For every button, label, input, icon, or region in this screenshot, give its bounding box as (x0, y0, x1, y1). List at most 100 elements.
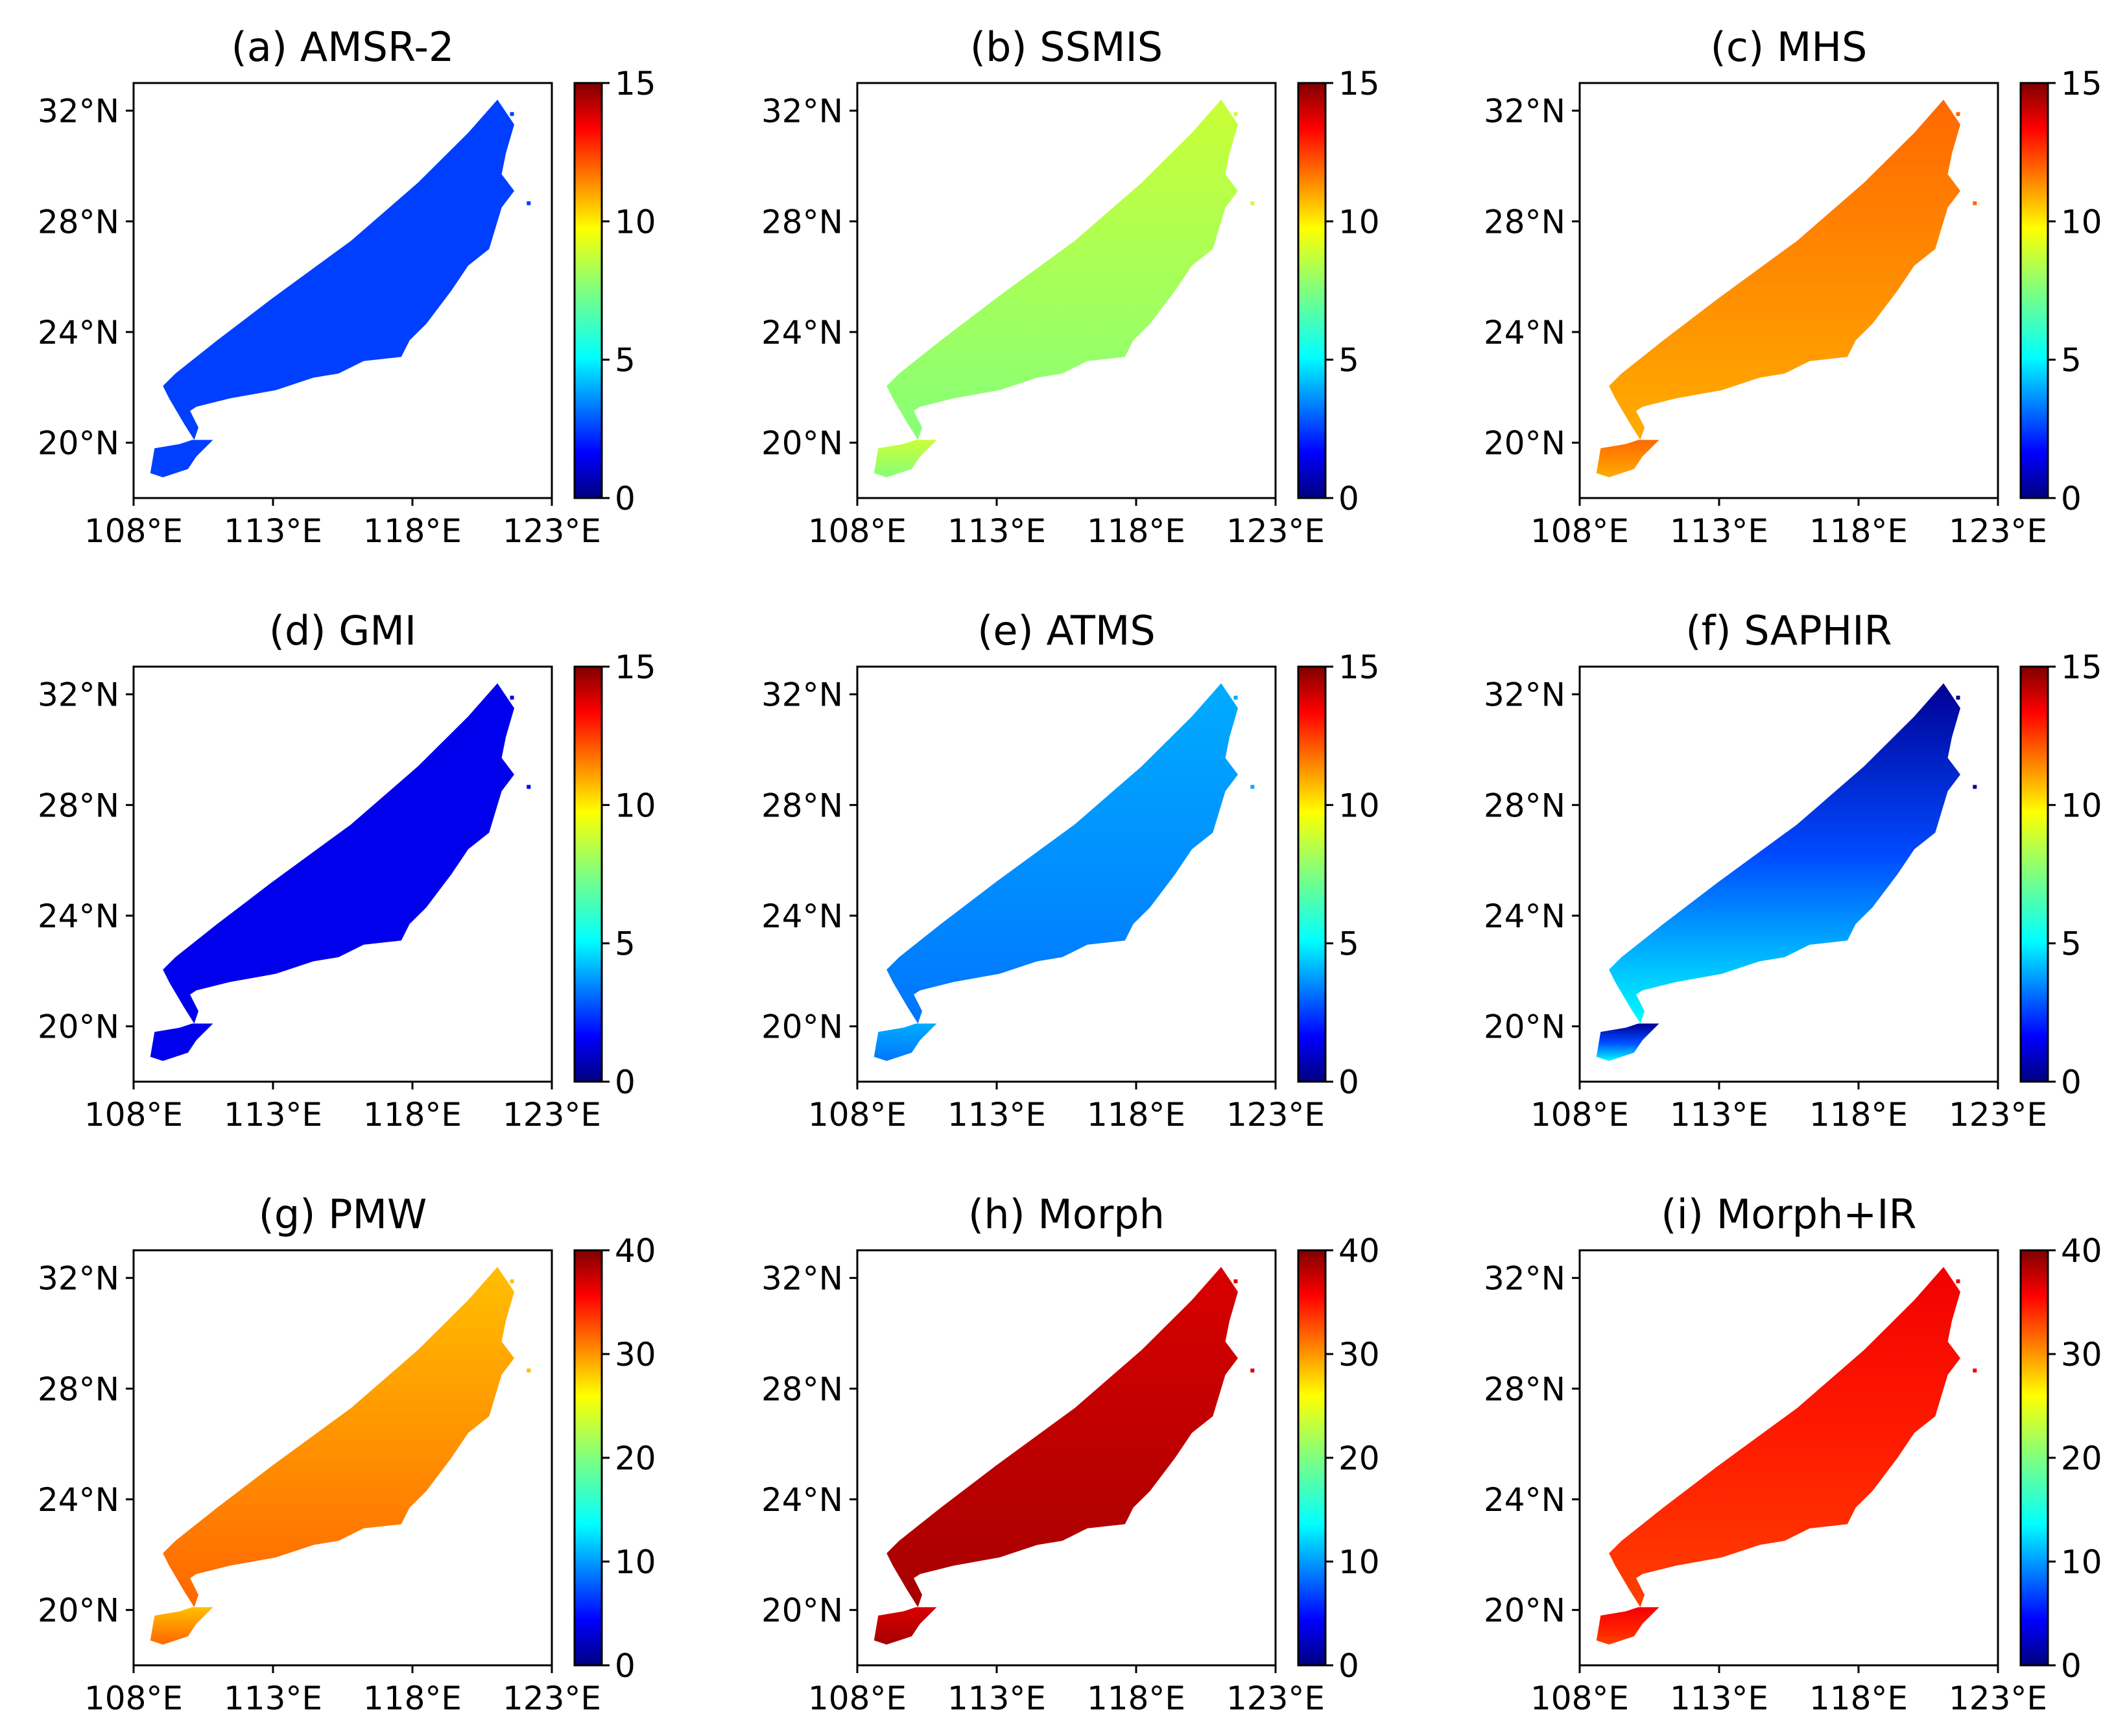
colorbar-tick-label: 40 (2061, 1232, 2102, 1270)
colorbar-tick-label: 0 (2061, 1647, 2082, 1685)
islet-mark (510, 1279, 514, 1283)
lat-tick-label: 20°N (38, 1008, 119, 1046)
colorbar-tick-label: 40 (615, 1232, 656, 1270)
lat-tick-label: 24°N (761, 1481, 843, 1519)
colorbar (1298, 1250, 1325, 1665)
colorbar-tick-label: 30 (1338, 1336, 1380, 1373)
colorbar-tick-label: 0 (615, 480, 636, 517)
colorbar-tick-label: 10 (615, 1543, 656, 1581)
colorbar-frame (573, 82, 603, 499)
lon-tick-label: 118°E (1087, 1096, 1185, 1134)
lat-tick-label: 28°N (1484, 787, 1565, 824)
colorbar (1298, 667, 1325, 1082)
panel-title: (f) SAPHIR (1685, 607, 1892, 654)
lon-tick-label: 108°E (1530, 1096, 1629, 1134)
colorbar (575, 667, 602, 1082)
lon-tick-label: 113°E (947, 1680, 1046, 1717)
panel-7: (g) PMW 20°N 24°N 28°N 32°N 108°E 113°E 118°E 12… (38, 1191, 656, 1717)
islet-mark (527, 785, 531, 789)
colorbar (575, 83, 602, 498)
map-frame (132, 665, 553, 1083)
colorbar-tick-label: 20 (615, 1440, 656, 1477)
panel-title: (i) Morph+IR (1661, 1191, 1916, 1238)
rain-region (1609, 99, 1960, 440)
rain-region (886, 1266, 1238, 1608)
lon-tick-label: 123°E (1226, 1096, 1325, 1134)
lat-tick-label: 32°N (1484, 1260, 1565, 1298)
lon-tick-label: 113°E (224, 1680, 322, 1717)
colorbar (575, 1250, 602, 1665)
lon-tick-label: 108°E (1530, 512, 1629, 550)
lat-tick-label: 32°N (761, 1260, 843, 1298)
colorbar-tick-label: 5 (2061, 342, 2082, 379)
colorbar-tick-label: 5 (2061, 925, 2082, 963)
lat-tick-label: 28°N (761, 787, 843, 824)
lon-tick-label: 118°E (1087, 512, 1185, 550)
panel-3: (c) MHS 20°N 24°N 28°N 32°N 108°E 113°E 118°E 12… (1484, 23, 2102, 550)
colorbar-frame (2019, 665, 2049, 1083)
lon-tick-label: 118°E (363, 1096, 462, 1134)
lat-tick-label: 20°N (1484, 425, 1565, 462)
panel-title: (h) Morph (968, 1191, 1165, 1238)
colorbar-tick-label: 0 (1338, 480, 1359, 517)
rain-region (163, 1266, 514, 1608)
island-region (873, 1607, 937, 1645)
lat-tick-label: 24°N (1484, 898, 1565, 935)
map-frame (856, 82, 1277, 499)
lon-tick-label: 123°E (1226, 1680, 1325, 1717)
colorbar-tick-label: 10 (615, 203, 656, 241)
islet-mark (1250, 201, 1255, 206)
lat-tick-label: 20°N (1484, 1592, 1565, 1630)
colorbar-tick-label: 10 (2061, 1543, 2102, 1581)
lat-tick-label: 32°N (761, 93, 843, 130)
islet-mark (1956, 112, 1960, 116)
lon-tick-label: 123°E (1226, 512, 1325, 550)
panel-8: (h) Morph 20°N 24°N 28°N 32°N 108°E 113°E 118°E… (761, 1191, 1380, 1717)
colorbar-tick-label: 0 (1338, 1647, 1359, 1685)
islet-mark (510, 112, 514, 116)
islet-mark (1956, 1279, 1960, 1283)
colorbar (1298, 83, 1325, 498)
islet-mark (1233, 695, 1238, 700)
colorbar-tick-label: 15 (615, 648, 656, 686)
colorbar-tick-label: 30 (615, 1336, 656, 1373)
lat-tick-label: 28°N (1484, 203, 1565, 241)
map-frame (1578, 82, 1999, 499)
lon-tick-label: 108°E (808, 1096, 907, 1134)
lon-tick-label: 113°E (1670, 1680, 1768, 1717)
island-region (150, 440, 213, 477)
islet-mark (1973, 1368, 1977, 1373)
colorbar-frame (573, 665, 603, 1083)
colorbar-tick-label: 15 (2061, 648, 2102, 686)
colorbar-tick-label: 10 (1338, 787, 1380, 824)
lon-tick-label: 118°E (1087, 1680, 1185, 1717)
colorbar-frame (1297, 82, 1327, 499)
lon-tick-label: 123°E (503, 512, 601, 550)
map-frame (1578, 1249, 1999, 1667)
colorbar-frame (1297, 665, 1327, 1083)
lat-tick-label: 28°N (38, 1370, 119, 1408)
colorbar-tick-label: 10 (615, 787, 656, 824)
lon-tick-label: 108°E (84, 512, 183, 550)
panel-9: (i) Morph+IR 20°N 24°N 28°N 32°N 108°E 113°E 11… (1484, 1191, 2102, 1717)
panel-5: (e) ATMS 20°N 24°N 28°N 32°N 108°E 113°E 118°E 1… (761, 607, 1380, 1134)
colorbar-tick-label: 0 (2061, 480, 2082, 517)
lat-tick-label: 28°N (1484, 1370, 1565, 1408)
lon-tick-label: 113°E (947, 512, 1046, 550)
lat-tick-label: 24°N (761, 314, 843, 351)
lon-tick-label: 118°E (1809, 1680, 1908, 1717)
island-region (1596, 1023, 1659, 1061)
panel-title: (e) ATMS (977, 607, 1156, 654)
rain-region (163, 683, 514, 1024)
lat-tick-label: 20°N (38, 425, 119, 462)
island-region (873, 440, 937, 477)
lat-tick-label: 32°N (38, 1260, 119, 1298)
rain-region (163, 99, 514, 440)
rain-region (886, 683, 1238, 1024)
lon-tick-label: 113°E (947, 1096, 1046, 1134)
island-region (873, 1023, 937, 1061)
panel-6: (f) SAPHIR 20°N 24°N 28°N 32°N 108°E 113°E 118°… (1484, 607, 2102, 1134)
lat-tick-label: 24°N (38, 898, 119, 935)
islet-mark (1973, 201, 1977, 206)
